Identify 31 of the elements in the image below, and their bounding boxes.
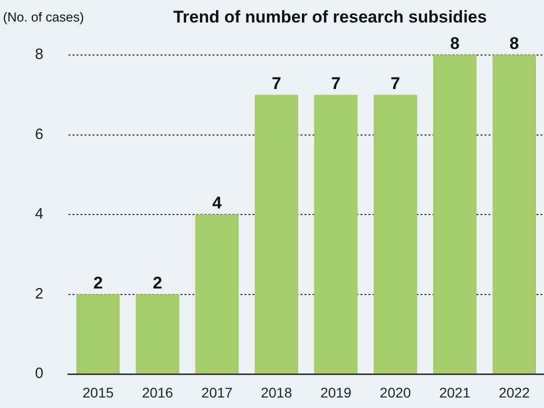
bar [254, 94, 298, 374]
x-tick-label: 2021 [439, 384, 471, 400]
data-label: 7 [331, 74, 341, 94]
x-tick-label: 2015 [82, 384, 114, 400]
y-tick-label: 2 [35, 285, 44, 302]
x-tick-label: 2022 [498, 384, 530, 400]
data-label: 8 [510, 34, 520, 54]
y-tick-label: 0 [35, 365, 44, 382]
x-tick-label: 2018 [260, 384, 292, 400]
bar [374, 94, 418, 374]
x-tick-label: 2016 [142, 384, 174, 400]
x-tick-label: 2017 [201, 384, 233, 400]
bar [433, 55, 477, 374]
data-label: 7 [272, 74, 282, 94]
x-tick-label: 2019 [320, 384, 352, 400]
chart-title: Trend of number of research subsidies [173, 8, 487, 27]
bar [492, 55, 536, 374]
data-label: 8 [450, 34, 460, 54]
data-label: 7 [390, 74, 400, 94]
data-label: 4 [212, 194, 222, 213]
y-axis-title: (No. of cases) [3, 10, 84, 25]
y-tick-label: 8 [35, 46, 44, 64]
bar [76, 294, 120, 374]
bar [195, 214, 239, 374]
data-label: 2 [93, 273, 103, 292]
y-tick-label: 6 [35, 126, 44, 143]
data-label: 2 [152, 273, 162, 292]
x-tick-label: 2020 [380, 384, 412, 400]
bar [136, 294, 180, 374]
bar [314, 94, 358, 374]
y-tick-label: 4 [35, 206, 44, 223]
